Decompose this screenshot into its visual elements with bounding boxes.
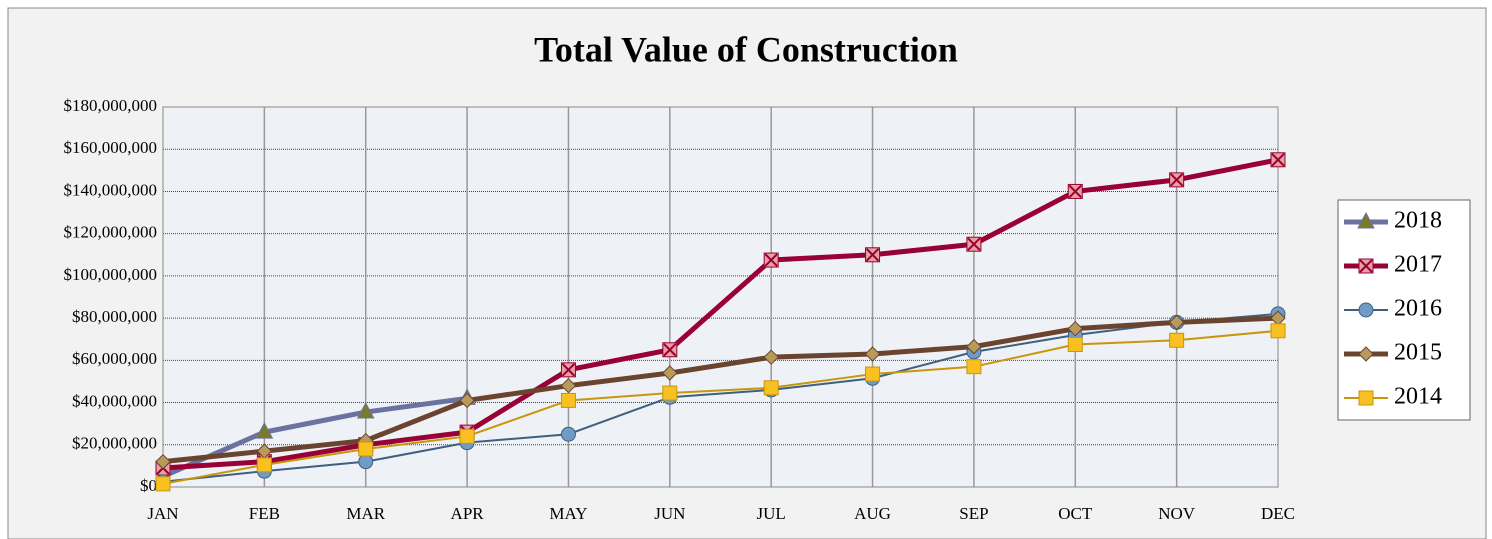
marker bbox=[1169, 332, 1185, 348]
y-tick-label: $120,000,000 bbox=[64, 223, 158, 242]
x-tick-label: APR bbox=[451, 504, 485, 523]
marker bbox=[1358, 302, 1374, 318]
series bbox=[155, 323, 1286, 492]
plot-border bbox=[162, 106, 1279, 488]
x-tick-label: OCT bbox=[1058, 504, 1093, 523]
y-tick-label: $20,000,000 bbox=[72, 434, 157, 453]
y-tick-label: $100,000,000 bbox=[64, 265, 158, 284]
marker bbox=[256, 457, 272, 473]
marker bbox=[1270, 323, 1286, 339]
marker bbox=[1357, 211, 1375, 229]
marker bbox=[255, 422, 274, 439]
marker bbox=[763, 380, 779, 396]
marker bbox=[155, 476, 171, 492]
y-tick-label: $0 bbox=[140, 476, 157, 495]
marker bbox=[560, 426, 576, 442]
y-tick-label: $180,000,000 bbox=[64, 96, 158, 115]
x-tick-label: JAN bbox=[147, 504, 178, 523]
legend-label: 2016 bbox=[1394, 296, 1442, 322]
marker bbox=[459, 392, 475, 409]
y-tick-label: $40,000,000 bbox=[72, 391, 157, 410]
legend-label: 2014 bbox=[1394, 384, 1442, 410]
marker bbox=[358, 454, 374, 470]
marker bbox=[358, 441, 374, 457]
marker bbox=[459, 428, 475, 444]
x-tick-label: SEP bbox=[959, 504, 988, 523]
x-tick-label: MAR bbox=[346, 504, 385, 523]
marker bbox=[155, 453, 171, 470]
marker bbox=[865, 366, 881, 382]
marker bbox=[864, 346, 881, 362]
marker bbox=[560, 392, 576, 408]
series bbox=[155, 310, 1286, 470]
x-tick-label: JUN bbox=[654, 504, 685, 523]
marker-cross bbox=[764, 253, 778, 267]
series-line bbox=[162, 312, 1279, 483]
legend-box bbox=[1337, 199, 1471, 421]
y-tick-label: $60,000,000 bbox=[72, 349, 157, 368]
x-tick-label: NOV bbox=[1158, 504, 1196, 523]
marker bbox=[1358, 346, 1374, 362]
marker bbox=[1067, 337, 1083, 352]
marker-cross bbox=[967, 237, 981, 251]
marker bbox=[763, 349, 779, 365]
x-tick-label: JUL bbox=[757, 504, 786, 523]
x-tick-label: FEB bbox=[249, 504, 280, 523]
marker bbox=[1168, 314, 1185, 331]
marker-cross bbox=[1271, 153, 1285, 167]
y-tick-label: $80,000,000 bbox=[72, 307, 157, 326]
marker-cross bbox=[865, 248, 880, 262]
legend-label: 2017 bbox=[1394, 252, 1442, 278]
x-tick-label: AUG bbox=[854, 504, 891, 523]
marker bbox=[1358, 390, 1374, 406]
marker bbox=[662, 385, 678, 401]
marker bbox=[356, 401, 375, 419]
series-line bbox=[162, 329, 1279, 485]
plot-area bbox=[163, 107, 1278, 487]
legend-label: 2018 bbox=[1394, 208, 1442, 234]
marker bbox=[966, 359, 982, 375]
x-tick-label: DEC bbox=[1261, 504, 1295, 523]
y-tick-label: $160,000,000 bbox=[64, 138, 158, 157]
marker-cross bbox=[1169, 173, 1184, 187]
marker bbox=[966, 338, 982, 355]
marker-cross bbox=[561, 363, 576, 377]
series-line bbox=[162, 157, 1279, 471]
legend-label: 2015 bbox=[1394, 340, 1442, 366]
y-tick-label: $140,000,000 bbox=[64, 180, 158, 199]
series-line bbox=[162, 315, 1279, 465]
x-tick-label: MAY bbox=[549, 504, 587, 523]
marker bbox=[560, 377, 577, 394]
marker-cross bbox=[663, 343, 677, 357]
chart-title: Total Value of Construction bbox=[534, 29, 958, 69]
marker-cross bbox=[1068, 184, 1082, 199]
marker bbox=[1067, 320, 1083, 337]
marker-cross bbox=[1359, 259, 1373, 273]
marker bbox=[662, 365, 678, 381]
